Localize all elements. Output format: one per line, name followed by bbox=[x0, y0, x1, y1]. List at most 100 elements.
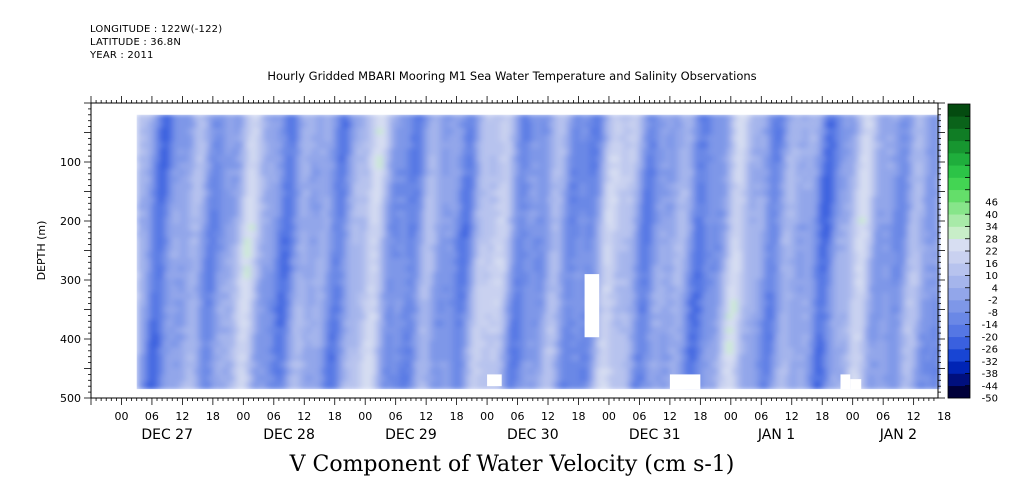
heatmap-cell bbox=[292, 210, 299, 219]
heatmap-cell bbox=[656, 237, 663, 246]
heatmap-cell bbox=[424, 148, 431, 157]
heatmap-cell bbox=[296, 354, 303, 363]
heatmap-cell bbox=[537, 319, 544, 329]
heatmap-cell bbox=[211, 319, 218, 329]
heatmap-cell bbox=[646, 175, 653, 184]
heatmap-cell bbox=[561, 217, 568, 226]
heatmap-cell bbox=[613, 121, 620, 130]
heatmap-cell bbox=[140, 265, 147, 274]
heatmap-cell bbox=[495, 292, 502, 301]
heatmap-cell bbox=[159, 162, 166, 171]
heatmap-cell bbox=[391, 203, 398, 212]
heatmap-cell bbox=[211, 162, 218, 171]
heatmap-cell bbox=[519, 134, 525, 143]
heatmap-cell bbox=[490, 326, 497, 335]
heatmap-cell bbox=[155, 169, 161, 178]
heatmap-cell bbox=[571, 326, 577, 335]
heatmap-cell bbox=[136, 258, 143, 267]
heatmap-cell bbox=[684, 223, 691, 232]
heatmap-cell bbox=[509, 141, 516, 150]
heatmap-cell bbox=[296, 292, 303, 301]
heatmap-cell bbox=[500, 237, 507, 246]
heatmap-cell bbox=[589, 148, 596, 157]
heatmap-cell bbox=[656, 354, 663, 363]
heatmap-cell bbox=[396, 292, 403, 301]
heatmap-cell bbox=[679, 271, 686, 281]
heatmap-cell bbox=[273, 230, 280, 239]
heatmap-cell bbox=[140, 134, 147, 143]
heatmap-cell bbox=[722, 326, 729, 335]
heatmap-cell bbox=[358, 374, 365, 383]
heatmap-cell bbox=[514, 367, 521, 377]
heatmap-cell bbox=[320, 244, 327, 253]
heatmap-cell bbox=[429, 134, 436, 143]
heatmap-cell bbox=[325, 134, 332, 143]
heatmap-cell bbox=[140, 237, 147, 246]
heatmap-cell bbox=[235, 162, 242, 171]
heatmap-cell bbox=[367, 251, 374, 260]
heatmap-cell bbox=[580, 361, 587, 370]
heatmap-cell bbox=[311, 340, 317, 349]
heatmap-cell bbox=[282, 162, 289, 171]
heatmap-cell bbox=[708, 374, 715, 383]
heatmap-cell bbox=[282, 271, 289, 281]
heatmap-cell bbox=[301, 354, 308, 363]
heatmap-cell bbox=[277, 196, 284, 205]
heatmap-cell bbox=[254, 319, 261, 329]
heatmap-cell bbox=[244, 367, 251, 377]
heatmap-cell bbox=[537, 114, 544, 123]
heatmap-cell bbox=[656, 155, 663, 164]
heatmap-cell bbox=[183, 319, 190, 329]
heatmap-cell bbox=[386, 230, 393, 239]
heatmap-cell bbox=[140, 182, 147, 191]
heatmap-cell bbox=[244, 265, 251, 274]
heatmap-cell bbox=[230, 319, 237, 329]
heatmap-cell bbox=[646, 285, 653, 294]
heatmap-cell bbox=[571, 134, 577, 143]
heatmap-cell bbox=[698, 155, 705, 164]
heatmap-cell bbox=[481, 251, 488, 260]
heatmap-cell bbox=[712, 182, 719, 191]
heatmap-cell bbox=[698, 114, 705, 123]
heatmap-cell bbox=[353, 313, 360, 322]
heatmap-cell bbox=[712, 258, 719, 267]
heatmap-cell bbox=[712, 326, 719, 335]
heatmap-cell bbox=[528, 278, 535, 287]
heatmap-cell bbox=[457, 141, 464, 150]
heatmap-cell bbox=[140, 313, 147, 322]
heatmap-cell bbox=[623, 203, 629, 212]
heatmap-cell bbox=[471, 265, 478, 274]
heatmap-cell bbox=[722, 210, 729, 219]
heatmap-cell bbox=[344, 237, 351, 246]
heatmap-cell bbox=[296, 127, 303, 136]
heatmap-cell bbox=[542, 134, 549, 143]
heatmap-cell bbox=[254, 121, 261, 130]
heatmap-cell bbox=[377, 230, 384, 239]
heatmap-cell bbox=[334, 381, 341, 390]
heatmap-cell bbox=[235, 196, 242, 205]
heatmap-cell bbox=[471, 175, 478, 184]
heatmap-cell bbox=[660, 271, 667, 281]
heatmap-cell bbox=[216, 299, 223, 308]
heatmap-cell bbox=[268, 217, 275, 226]
heatmap-cell bbox=[580, 244, 587, 253]
heatmap-cell bbox=[315, 340, 322, 349]
heatmap-cell bbox=[495, 306, 502, 315]
heatmap-cell bbox=[235, 223, 242, 232]
heatmap-cell bbox=[306, 258, 313, 267]
heatmap-cell bbox=[627, 237, 634, 246]
heatmap-cell bbox=[240, 148, 247, 157]
heatmap-cell bbox=[358, 203, 365, 212]
heatmap-cell bbox=[698, 223, 705, 232]
heatmap-cell bbox=[159, 175, 166, 184]
heatmap-cell bbox=[599, 340, 606, 349]
heatmap-cell bbox=[571, 354, 577, 363]
heatmap-cell bbox=[211, 189, 218, 198]
heatmap-cell bbox=[159, 271, 166, 281]
heatmap-cell bbox=[717, 374, 724, 383]
heatmap-cell bbox=[363, 244, 369, 253]
heatmap-cell bbox=[689, 265, 696, 274]
heatmap-cell bbox=[183, 292, 190, 301]
heatmap-cell bbox=[405, 114, 412, 123]
heatmap-cell bbox=[396, 251, 403, 260]
